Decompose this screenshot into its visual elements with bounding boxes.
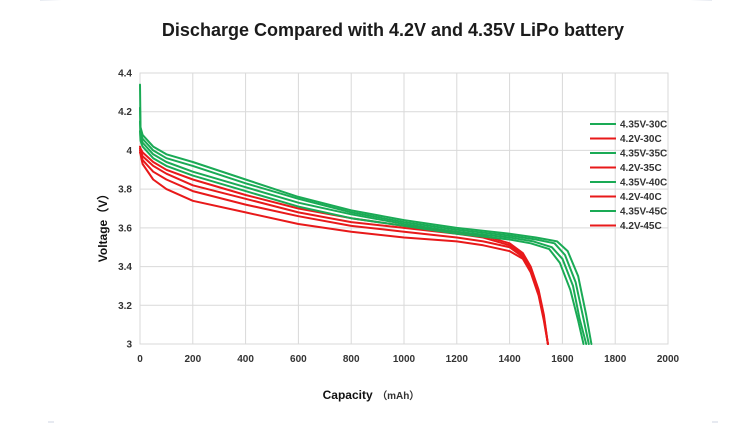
legend-item: 4.2V-35C <box>590 163 662 174</box>
legend-label: 4.2V-40C <box>620 192 662 203</box>
legend-item: 4.2V-40C <box>590 192 662 203</box>
legend-label: 4.2V-35C <box>620 163 662 174</box>
y-tick-label: 4 <box>126 146 132 157</box>
legend-item: 4.35V-35C <box>590 149 667 160</box>
x-tick-label: 1800 <box>604 354 627 365</box>
legend-label: 4.2V-45C <box>620 221 662 232</box>
series-line-4-2v-45c <box>139 151 549 345</box>
y-tick-label: 4.2 <box>118 107 132 118</box>
legend-item: 4.35V-45C <box>590 207 667 218</box>
legend-label: 4.35V-45C <box>620 207 667 218</box>
legend-item: 4.35V-40C <box>590 178 667 189</box>
chart-title: Discharge Compared with 4.2V and 4.35V L… <box>162 20 624 40</box>
x-axis-label-group: Capacity （mAh） <box>323 386 420 403</box>
x-tick-label: 1400 <box>498 354 521 365</box>
x-tick-label: 600 <box>290 354 307 365</box>
x-tick-label: 400 <box>237 354 254 365</box>
x-tick-label: 1200 <box>446 354 469 365</box>
legend-item: 4.2V-45C <box>590 221 662 232</box>
y-tick-label: 3.8 <box>118 185 132 196</box>
y-tick-label: 3.4 <box>118 262 132 273</box>
x-tick-label: 1600 <box>551 354 574 365</box>
series-line-4-35v-40c <box>139 120 588 345</box>
x-tick-label: 1000 <box>393 354 416 365</box>
y-tick-label: 4.4 <box>118 69 132 80</box>
legend-item: 4.2V-30C <box>590 134 662 145</box>
series-line-4-35v-45c <box>139 130 585 345</box>
y-axis-label: Voltage（V） <box>95 188 110 262</box>
legend-label: 4.2V-30C <box>620 134 662 145</box>
series-lines <box>139 83 593 345</box>
x-axis-label: Capacity <box>323 388 373 402</box>
series-line-4-2v-40c <box>139 149 549 345</box>
legend: 4.35V-30C 4.2V-30C 4.35V-35C 4.2V-35C 4.35V-… <box>590 120 667 232</box>
legend-label: 4.35V-40C <box>620 178 667 189</box>
series-line-4-35v-30c <box>139 83 593 345</box>
x-axis-unit: （mAh） <box>377 389 419 402</box>
y-tick-label: 3.2 <box>118 301 132 312</box>
legend-label: 4.35V-30C <box>620 120 667 131</box>
x-tick-label: 2000 <box>657 354 680 365</box>
series-line-4-35v-35c <box>139 106 590 345</box>
y-axis-ticks: 3 3.2 3.4 3.6 3.8 4 4.2 4.4 <box>118 69 132 351</box>
plot-area-frame <box>139 72 669 345</box>
legend-item: 4.35V-30C <box>590 120 667 131</box>
y-tick-label: 3 <box>126 340 132 351</box>
x-axis-ticks: 0 200 400 600 800 1000 1200 1400 1600 1800 2000 <box>137 354 679 365</box>
y-tick-label: 3.6 <box>118 223 132 234</box>
x-tick-label: 200 <box>184 354 201 365</box>
legend-label: 4.35V-35C <box>620 149 667 160</box>
x-tick-label: 800 <box>343 354 360 365</box>
x-tick-label: 0 <box>137 354 143 365</box>
grid <box>139 72 669 345</box>
